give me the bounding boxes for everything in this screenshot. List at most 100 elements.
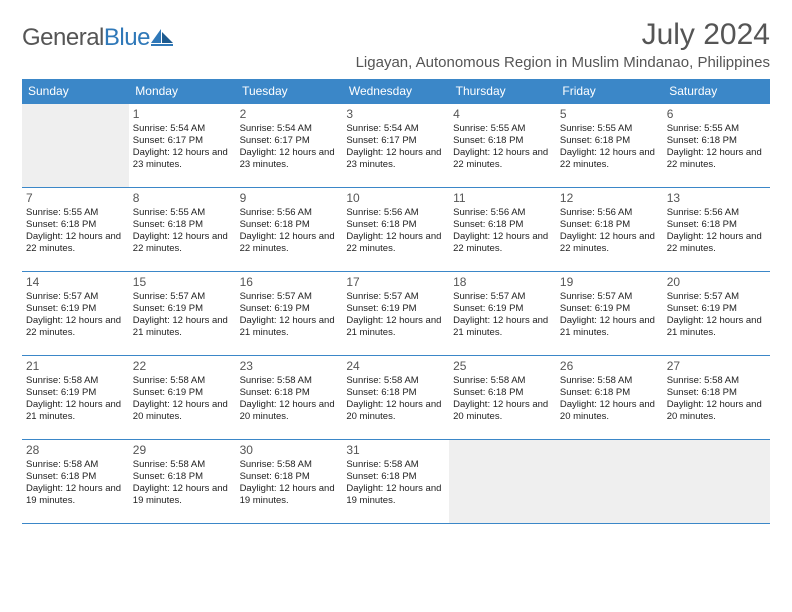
brand-sail-icon <box>151 29 175 47</box>
day-detail-line: Sunrise: 5:58 AM <box>346 459 445 471</box>
day-details: Sunrise: 5:58 AMSunset: 6:18 PMDaylight:… <box>346 459 445 507</box>
day-detail-line: Daylight: 12 hours and 20 minutes. <box>240 399 339 423</box>
day-detail-line: Sunset: 6:18 PM <box>667 135 766 147</box>
day-detail-line: Sunrise: 5:54 AM <box>133 123 232 135</box>
day-detail-line: Sunset: 6:18 PM <box>346 387 445 399</box>
day-detail-line: Sunset: 6:19 PM <box>240 303 339 315</box>
day-number: 15 <box>133 275 232 290</box>
day-details: Sunrise: 5:58 AMSunset: 6:19 PMDaylight:… <box>26 375 125 423</box>
day-detail-line: Sunrise: 5:57 AM <box>346 291 445 303</box>
day-number: 4 <box>453 107 552 122</box>
day-number: 27 <box>667 359 766 374</box>
title-block: July 2024 Ligayan, Autonomous Region in … <box>356 18 770 71</box>
day-detail-line: Sunset: 6:19 PM <box>667 303 766 315</box>
day-number: 30 <box>240 443 339 458</box>
weekday-header: Thursday <box>449 79 556 104</box>
day-detail-line: Sunset: 6:19 PM <box>346 303 445 315</box>
day-detail-line: Daylight: 12 hours and 22 minutes. <box>667 147 766 171</box>
day-details: Sunrise: 5:54 AMSunset: 6:17 PMDaylight:… <box>346 123 445 171</box>
day-detail-line: Daylight: 12 hours and 23 minutes. <box>346 147 445 171</box>
day-detail-line: Sunrise: 5:57 AM <box>560 291 659 303</box>
day-detail-line: Sunset: 6:17 PM <box>133 135 232 147</box>
day-detail-line: Sunrise: 5:57 AM <box>240 291 339 303</box>
day-detail-line: Daylight: 12 hours and 19 minutes. <box>26 483 125 507</box>
day-details: Sunrise: 5:58 AMSunset: 6:18 PMDaylight:… <box>26 459 125 507</box>
calendar-day-cell: 25Sunrise: 5:58 AMSunset: 6:18 PMDayligh… <box>449 356 556 440</box>
day-details: Sunrise: 5:55 AMSunset: 6:18 PMDaylight:… <box>26 207 125 255</box>
day-detail-line: Sunrise: 5:55 AM <box>560 123 659 135</box>
day-detail-line: Sunrise: 5:57 AM <box>453 291 552 303</box>
day-details: Sunrise: 5:57 AMSunset: 6:19 PMDaylight:… <box>453 291 552 339</box>
day-detail-line: Daylight: 12 hours and 22 minutes. <box>240 231 339 255</box>
day-details: Sunrise: 5:55 AMSunset: 6:18 PMDaylight:… <box>133 207 232 255</box>
day-details: Sunrise: 5:58 AMSunset: 6:18 PMDaylight:… <box>240 375 339 423</box>
page-header: GeneralBlue July 2024 Ligayan, Autonomou… <box>22 18 770 71</box>
weekday-header: Sunday <box>22 79 129 104</box>
weekday-header: Wednesday <box>342 79 449 104</box>
day-detail-line: Daylight: 12 hours and 22 minutes. <box>560 231 659 255</box>
day-detail-line: Sunrise: 5:58 AM <box>133 459 232 471</box>
calendar-empty-cell <box>556 440 663 524</box>
calendar-day-cell: 4Sunrise: 5:55 AMSunset: 6:18 PMDaylight… <box>449 104 556 188</box>
day-detail-line: Sunrise: 5:58 AM <box>26 375 125 387</box>
day-detail-line: Daylight: 12 hours and 22 minutes. <box>346 231 445 255</box>
day-detail-line: Daylight: 12 hours and 23 minutes. <box>240 147 339 171</box>
day-number: 6 <box>667 107 766 122</box>
day-detail-line: Daylight: 12 hours and 19 minutes. <box>133 483 232 507</box>
calendar-day-cell: 6Sunrise: 5:55 AMSunset: 6:18 PMDaylight… <box>663 104 770 188</box>
day-detail-line: Daylight: 12 hours and 21 minutes. <box>133 315 232 339</box>
day-number: 23 <box>240 359 339 374</box>
day-details: Sunrise: 5:58 AMSunset: 6:18 PMDaylight:… <box>346 375 445 423</box>
brand-blue: Blue <box>104 24 150 51</box>
day-details: Sunrise: 5:54 AMSunset: 6:17 PMDaylight:… <box>133 123 232 171</box>
calendar-day-cell: 3Sunrise: 5:54 AMSunset: 6:17 PMDaylight… <box>342 104 449 188</box>
day-number: 10 <box>346 191 445 206</box>
day-detail-line: Sunset: 6:17 PM <box>240 135 339 147</box>
calendar-week-row: 21Sunrise: 5:58 AMSunset: 6:19 PMDayligh… <box>22 356 770 440</box>
calendar-day-cell: 20Sunrise: 5:57 AMSunset: 6:19 PMDayligh… <box>663 272 770 356</box>
day-detail-line: Sunset: 6:19 PM <box>133 387 232 399</box>
day-details: Sunrise: 5:58 AMSunset: 6:18 PMDaylight:… <box>667 375 766 423</box>
calendar-day-cell: 26Sunrise: 5:58 AMSunset: 6:18 PMDayligh… <box>556 356 663 440</box>
day-detail-line: Sunrise: 5:58 AM <box>560 375 659 387</box>
day-number: 11 <box>453 191 552 206</box>
day-number: 2 <box>240 107 339 122</box>
day-number: 25 <box>453 359 552 374</box>
day-detail-line: Sunset: 6:18 PM <box>346 219 445 231</box>
day-detail-line: Sunrise: 5:57 AM <box>667 291 766 303</box>
calendar-empty-cell <box>663 440 770 524</box>
day-detail-line: Sunset: 6:18 PM <box>240 387 339 399</box>
day-detail-line: Sunset: 6:18 PM <box>346 471 445 483</box>
day-details: Sunrise: 5:57 AMSunset: 6:19 PMDaylight:… <box>560 291 659 339</box>
day-detail-line: Sunrise: 5:58 AM <box>26 459 125 471</box>
day-detail-line: Daylight: 12 hours and 22 minutes. <box>453 147 552 171</box>
day-detail-line: Daylight: 12 hours and 23 minutes. <box>133 147 232 171</box>
weekday-header: Tuesday <box>236 79 343 104</box>
day-number: 28 <box>26 443 125 458</box>
day-detail-line: Sunrise: 5:55 AM <box>26 207 125 219</box>
day-number: 12 <box>560 191 659 206</box>
day-detail-line: Sunrise: 5:56 AM <box>453 207 552 219</box>
calendar-day-cell: 29Sunrise: 5:58 AMSunset: 6:18 PMDayligh… <box>129 440 236 524</box>
day-detail-line: Sunset: 6:19 PM <box>26 303 125 315</box>
day-details: Sunrise: 5:55 AMSunset: 6:18 PMDaylight:… <box>667 123 766 171</box>
calendar-week-row: 1Sunrise: 5:54 AMSunset: 6:17 PMDaylight… <box>22 104 770 188</box>
day-details: Sunrise: 5:55 AMSunset: 6:18 PMDaylight:… <box>560 123 659 171</box>
day-detail-line: Sunset: 6:18 PM <box>26 219 125 231</box>
calendar-day-cell: 1Sunrise: 5:54 AMSunset: 6:17 PMDaylight… <box>129 104 236 188</box>
day-details: Sunrise: 5:56 AMSunset: 6:18 PMDaylight:… <box>240 207 339 255</box>
day-number: 21 <box>26 359 125 374</box>
day-detail-line: Daylight: 12 hours and 20 minutes. <box>133 399 232 423</box>
calendar-day-cell: 27Sunrise: 5:58 AMSunset: 6:18 PMDayligh… <box>663 356 770 440</box>
day-number: 29 <box>133 443 232 458</box>
day-details: Sunrise: 5:58 AMSunset: 6:19 PMDaylight:… <box>133 375 232 423</box>
day-detail-line: Daylight: 12 hours and 22 minutes. <box>667 231 766 255</box>
calendar-table: SundayMondayTuesdayWednesdayThursdayFrid… <box>22 79 770 524</box>
day-detail-line: Sunrise: 5:55 AM <box>453 123 552 135</box>
day-detail-line: Sunset: 6:18 PM <box>133 471 232 483</box>
day-detail-line: Sunset: 6:17 PM <box>346 135 445 147</box>
calendar-day-cell: 13Sunrise: 5:56 AMSunset: 6:18 PMDayligh… <box>663 188 770 272</box>
day-detail-line: Sunset: 6:18 PM <box>453 387 552 399</box>
day-detail-line: Sunset: 6:18 PM <box>240 471 339 483</box>
day-number: 26 <box>560 359 659 374</box>
